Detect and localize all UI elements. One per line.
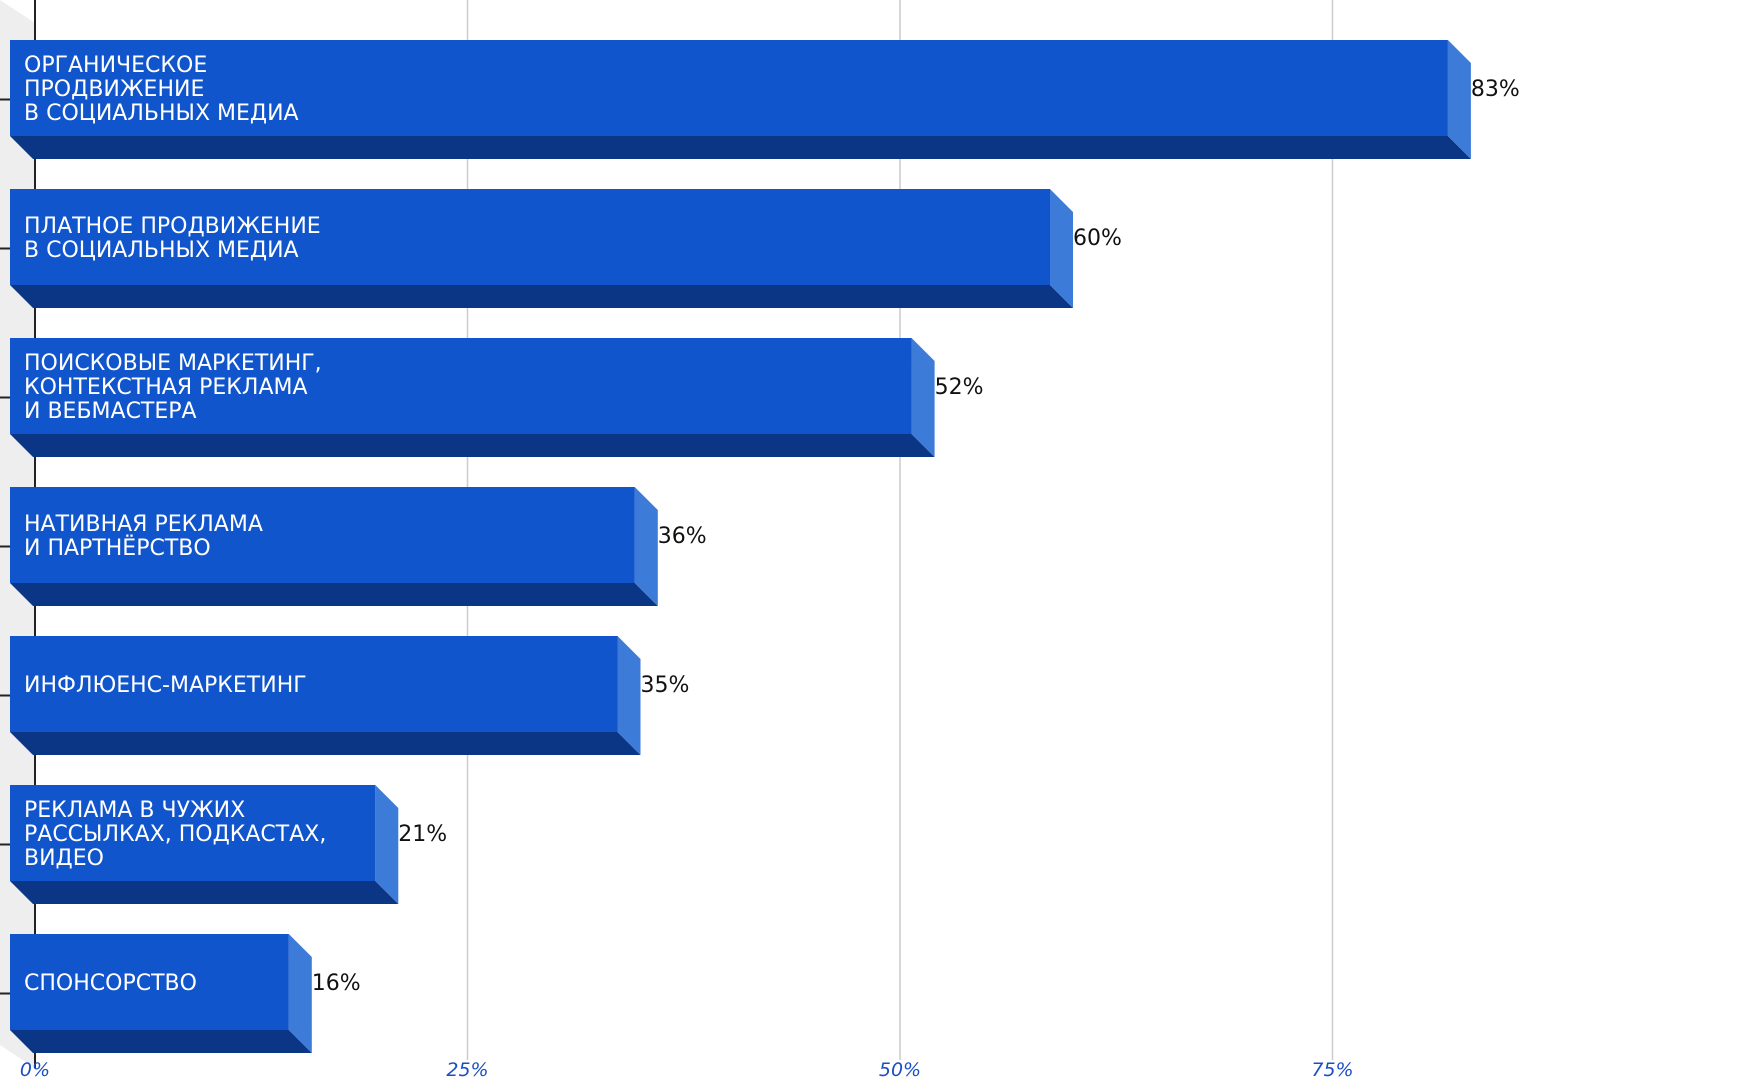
bar-front-face xyxy=(10,338,912,434)
bar-side-face xyxy=(1050,189,1073,308)
category-label: ИНФЛЮЕНС-МАРКЕТИНГ xyxy=(24,673,307,698)
category-label: РЕКЛАМА В ЧУЖИХ РАССЫЛКАХ, ПОДКАСТАХ, ВИДЕ… xyxy=(24,798,326,871)
bar xyxy=(10,934,312,1053)
category-label: НАТИВНАЯ РЕКЛАМА И ПАРТНЁРСТВО xyxy=(24,512,263,561)
bar-front-face xyxy=(10,189,1050,285)
bar-bottom-face xyxy=(10,434,935,457)
bar-bottom-face xyxy=(10,136,1471,159)
bar-side-face xyxy=(1447,40,1471,159)
x-tick-label: 75% xyxy=(1311,1059,1353,1081)
x-tick-label: 0% xyxy=(20,1059,50,1081)
bar xyxy=(10,487,658,606)
value-label: 36% xyxy=(658,524,707,549)
bar xyxy=(10,40,1471,159)
bar-bottom-face xyxy=(10,583,658,606)
bar-side-face xyxy=(617,636,641,755)
bars xyxy=(10,40,1471,1053)
value-label: 16% xyxy=(312,971,361,996)
bar-front-face xyxy=(10,785,376,881)
value-label: 52% xyxy=(935,375,984,400)
bar-front-face xyxy=(10,934,289,1030)
bar-side-face xyxy=(375,785,399,904)
category-label: ПЛАТНОЕ ПРОДВИЖЕНИЕ В СОЦИАЛЬНЫХ МЕДИА xyxy=(24,214,321,263)
bar-front-face xyxy=(10,636,618,732)
value-label: 21% xyxy=(398,822,447,847)
category-label: СПОНСОРСТВО xyxy=(24,971,197,996)
category-label: ОРГАНИЧЕСКОЕ ПРОДВИЖЕНИЕ В СОЦИАЛЬНЫХ МЕДИ… xyxy=(24,53,299,126)
bar xyxy=(10,785,399,904)
x-tick-label: 50% xyxy=(879,1059,921,1081)
bar-side-face xyxy=(911,338,935,457)
bar-side-face xyxy=(288,934,312,1053)
bar-bottom-face xyxy=(10,881,399,904)
category-label: ПОИСКОВЫЕ МАРКЕТИНГ, КОНТЕКСТНАЯ РЕКЛАМА И… xyxy=(24,351,322,424)
bar-bottom-face xyxy=(10,285,1073,308)
bar xyxy=(10,189,1073,308)
bar-bottom-face xyxy=(10,1030,312,1053)
bar xyxy=(10,338,935,457)
bar xyxy=(10,636,641,755)
bar-bottom-face xyxy=(10,732,641,755)
value-label: 60% xyxy=(1073,226,1122,251)
value-label: 83% xyxy=(1471,77,1520,102)
value-label: 35% xyxy=(641,673,690,698)
bar-front-face xyxy=(10,487,635,583)
labels: 0% 25% 50% 75% ОРГАНИЧЕСКОЕ ПРОДВИЖЕНИЕ В СОЦИ… xyxy=(20,53,1520,1081)
bar-front-face xyxy=(10,40,1448,136)
x-tick-label: 25% xyxy=(446,1059,488,1081)
bar-side-face xyxy=(634,487,658,606)
